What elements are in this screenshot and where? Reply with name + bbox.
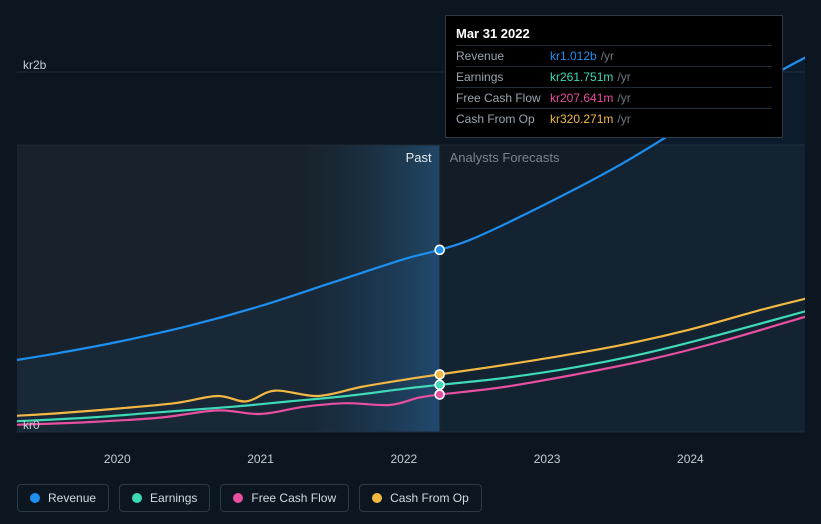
tooltip-row-revenue: Revenue kr1.012b /yr — [456, 45, 772, 66]
legend-label: Earnings — [150, 491, 197, 505]
tooltip-row-cfo: Cash From Op kr320.271m /yr — [456, 108, 772, 129]
tooltip: Mar 31 2022 Revenue kr1.012b /yr Earning… — [445, 15, 783, 138]
legend-swatch — [233, 493, 243, 503]
legend-label: Free Cash Flow — [251, 491, 336, 505]
tooltip-row-fcf: Free Cash Flow kr207.641m /yr — [456, 87, 772, 108]
legend-swatch — [372, 493, 382, 503]
tooltip-row-earnings: Earnings kr261.751m /yr — [456, 66, 772, 87]
legend-item-fcf[interactable]: Free Cash Flow — [220, 484, 349, 512]
legend-item-earnings[interactable]: Earnings — [119, 484, 210, 512]
tooltip-value: kr207.641m — [550, 91, 613, 105]
x-tick-label: 2024 — [677, 452, 704, 466]
tooltip-suffix: /yr — [617, 91, 630, 105]
x-tick-label: 2023 — [534, 452, 561, 466]
tooltip-value: kr320.271m — [550, 112, 613, 126]
x-tick-label: 2022 — [390, 452, 417, 466]
x-tick-label: 2020 — [104, 452, 131, 466]
legend-item-cfo[interactable]: Cash From Op — [359, 484, 482, 512]
tooltip-date: Mar 31 2022 — [456, 22, 772, 45]
legend: Revenue Earnings Free Cash Flow Cash Fro… — [17, 484, 482, 512]
legend-item-revenue[interactable]: Revenue — [17, 484, 109, 512]
tooltip-label: Earnings — [456, 70, 550, 84]
legend-label: Revenue — [48, 491, 96, 505]
y-tick-label: kr2b — [23, 58, 46, 72]
tooltip-suffix: /yr — [617, 112, 630, 126]
tooltip-label: Cash From Op — [456, 112, 550, 126]
legend-swatch — [132, 493, 142, 503]
tooltip-suffix: /yr — [601, 49, 614, 63]
y-tick-label: kr0 — [23, 418, 40, 432]
tooltip-label: Free Cash Flow — [456, 91, 550, 105]
past-label: Past — [406, 150, 432, 165]
legend-label: Cash From Op — [390, 491, 469, 505]
tooltip-label: Revenue — [456, 49, 550, 63]
forecast-label: Analysts Forecasts — [450, 150, 560, 165]
x-tick-label: 2021 — [247, 452, 274, 466]
tooltip-value: kr1.012b — [550, 49, 597, 63]
tooltip-suffix: /yr — [617, 70, 630, 84]
tooltip-value: kr261.751m — [550, 70, 613, 84]
legend-swatch — [30, 493, 40, 503]
